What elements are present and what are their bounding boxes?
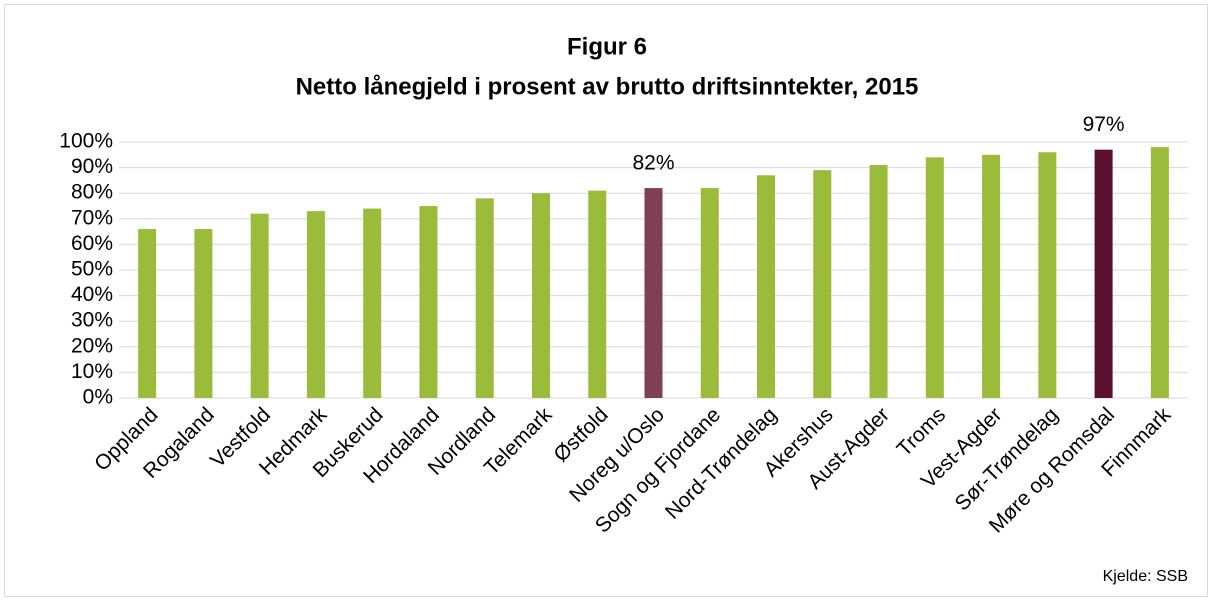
bar: [813, 170, 832, 398]
bar: [194, 229, 213, 398]
bar: [363, 208, 382, 398]
chart-title: Figur 6: [567, 33, 647, 60]
bar: [1094, 149, 1113, 398]
y-tick-label: 40%: [71, 283, 113, 306]
y-tick-label: 60%: [71, 232, 113, 255]
bar: [1150, 147, 1169, 398]
bar: [306, 211, 325, 398]
y-tick-label: 90%: [71, 155, 113, 178]
y-tick-label: 10%: [71, 360, 113, 383]
bar: [700, 188, 719, 398]
bar: [757, 175, 776, 398]
y-tick-label: 100%: [59, 130, 113, 153]
bar: [419, 206, 438, 398]
chart-subtitle: Netto lånegjeld i prosent av brutto drif…: [296, 73, 919, 100]
bar: [869, 165, 888, 398]
data-label: 97%: [1083, 113, 1125, 136]
bar: [982, 154, 1001, 398]
y-tick-label: 20%: [71, 334, 113, 357]
bar: [138, 229, 157, 398]
bar: [250, 213, 269, 398]
y-tick-label: 70%: [71, 206, 113, 229]
bar: [644, 188, 663, 398]
bar: [531, 193, 550, 398]
y-tick-label: 0%: [83, 386, 113, 409]
bar: [588, 190, 607, 398]
data-label: 82%: [632, 152, 674, 175]
bar: [1038, 152, 1057, 398]
y-tick-label: 30%: [71, 309, 113, 332]
bar: [475, 198, 494, 398]
y-tick-label: 50%: [71, 258, 113, 281]
source-note: Kjelde: SSB: [1103, 568, 1188, 585]
bar: [925, 157, 944, 398]
y-tick-label: 80%: [71, 181, 113, 204]
